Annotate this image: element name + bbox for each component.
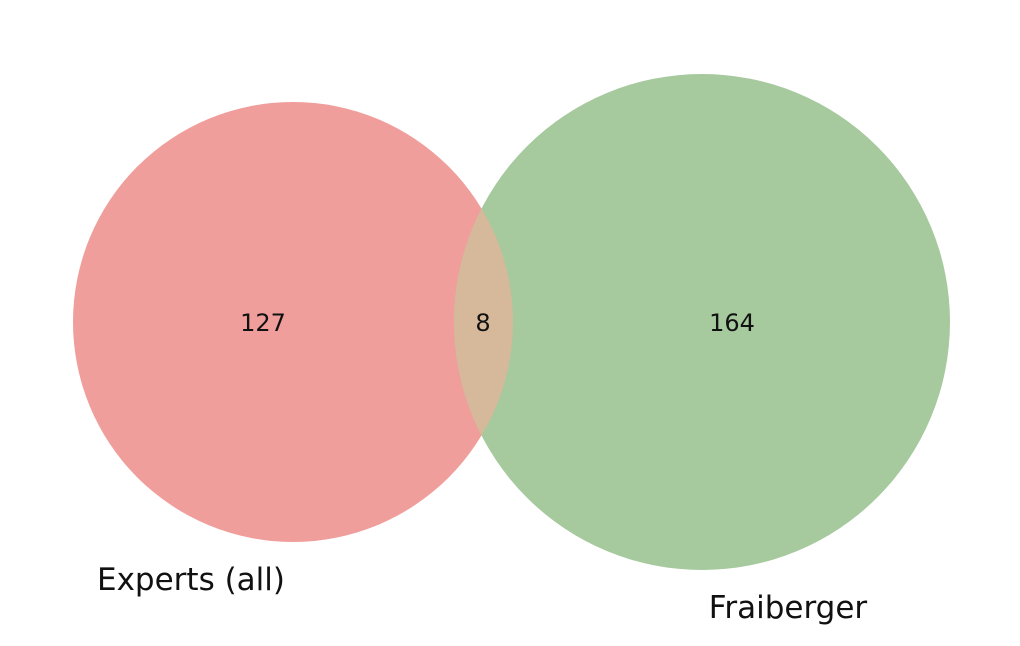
experts-only-count: 127 (240, 309, 286, 337)
fraiberger-circle (454, 74, 950, 570)
fraiberger-set-label: Fraiberger (709, 590, 868, 626)
experts-set-label: Experts (all) (97, 562, 285, 598)
experts-circle (73, 102, 513, 542)
intersection-count: 8 (475, 309, 490, 337)
fraiberger-only-count: 164 (709, 309, 755, 337)
